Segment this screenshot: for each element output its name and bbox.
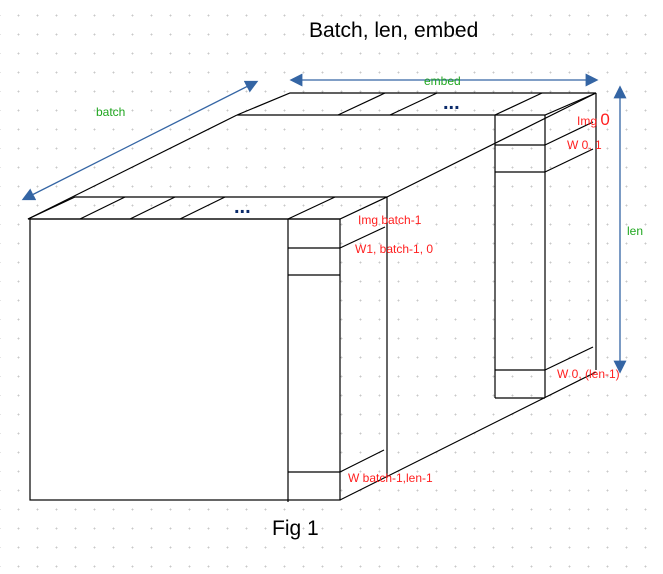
embed-label: embed	[424, 74, 461, 88]
embed-ellipsis: ...	[443, 92, 460, 114]
w1-batch-last-0-label: W1, batch-1, 0	[355, 242, 434, 256]
w-0-last-label: W 0, (len-1)	[557, 367, 620, 381]
img-0-label: Img 0	[577, 110, 610, 129]
front-slice	[27, 196, 388, 501]
front-column	[287, 219, 386, 502]
front-ellipsis: ...	[234, 196, 251, 218]
batch-arrow	[21, 80, 259, 201]
len-label: len	[627, 224, 644, 238]
w-batch-last-len-last-label: W batch-1,len-1	[348, 471, 433, 485]
diagram-title: Batch, len, embed	[309, 19, 479, 42]
back-slice	[236, 92, 597, 399]
w-0-1-label: W 0, 1	[567, 138, 602, 152]
figure-caption: Fig 1	[272, 517, 319, 540]
batch-label: batch	[96, 105, 126, 119]
img-batch-last-label: Img batch-1	[358, 213, 422, 227]
